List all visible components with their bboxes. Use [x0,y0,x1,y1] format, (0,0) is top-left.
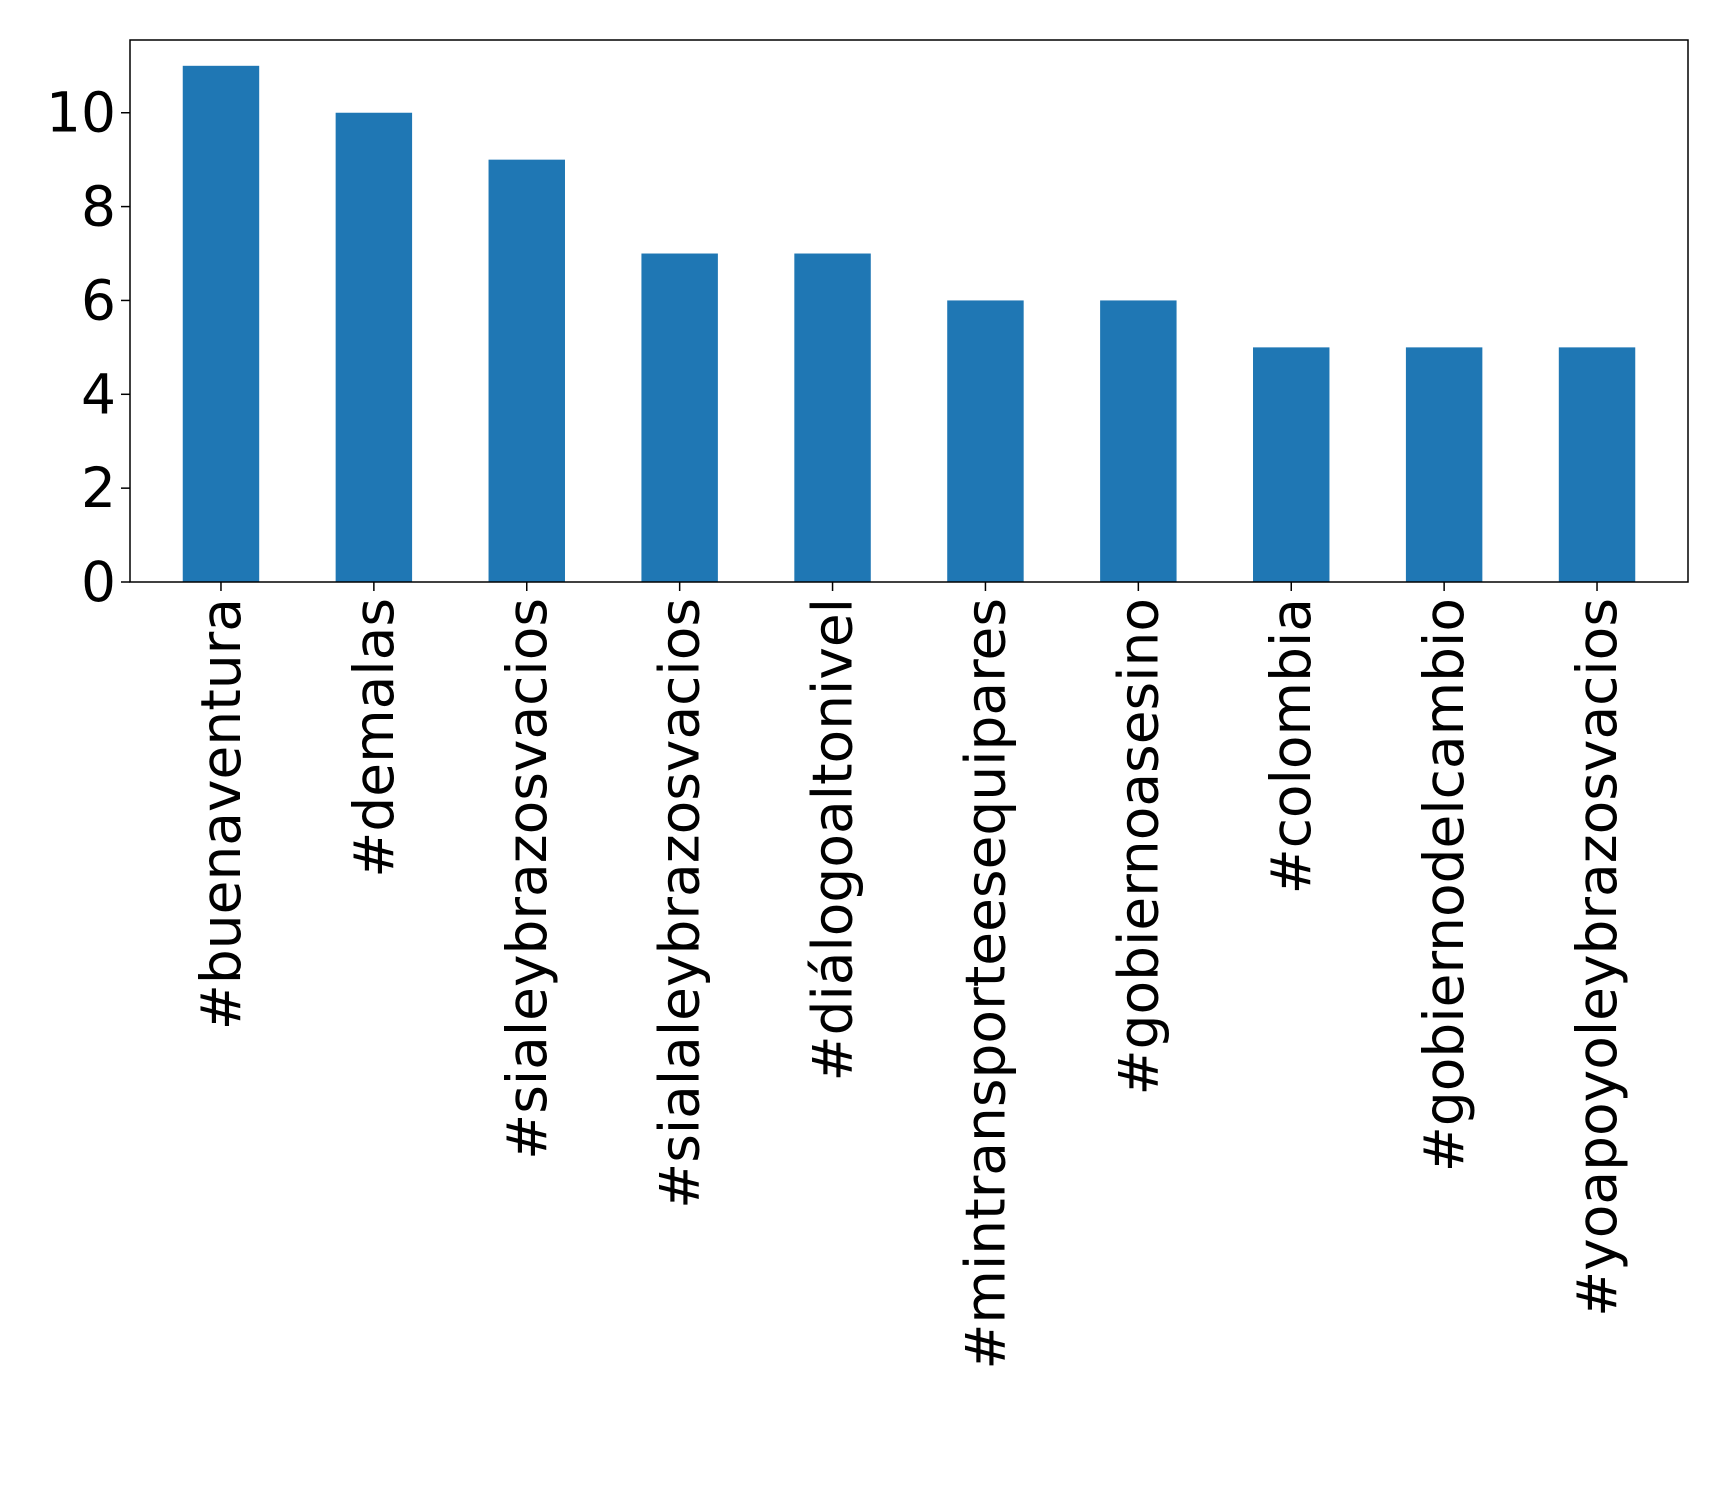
y-tick-label-4: 8 [81,175,116,239]
bar-5 [947,300,1024,582]
bar-9 [1558,347,1636,582]
plot-frame [129,39,1689,583]
bars-layer [182,65,1636,583]
bar-6 [1100,300,1177,582]
x-tick-label-8: #gobiernodelcambio [1412,598,1476,1172]
y-tick-label-3: 6 [81,268,116,332]
x-tick-label-2: #sialeybrazosvacios [495,598,559,1160]
x-tick-label-0: #buenaventura [189,598,253,1030]
x-tick-label-3: #sialaleybrazosvacios [648,598,712,1209]
x-axis: #buenaventura #demalas #sialeybrazosvacios… [189,582,1629,1370]
bar-7 [1253,347,1330,582]
bar-0 [182,65,260,582]
x-tick-label-6: #gobiernoasesino [1106,598,1170,1095]
bar-1 [335,112,413,583]
x-tick-label-1: #demalas [342,598,406,878]
y-tick-label-5: 10 [46,81,116,145]
y-tick-label-0: 0 [81,550,116,614]
y-tick-label-1: 2 [81,456,116,520]
bar-4 [794,253,871,582]
x-tick-label-7: #colombia [1259,598,1323,894]
y-tick-label-2: 4 [81,362,116,426]
x-tick-label-5: #mintransporteesequipares [953,598,1017,1370]
x-tick-label-9: #yoapoyoleybrazosvacios [1565,598,1629,1317]
x-tick-label-4: #diálogoaltonivel [801,598,865,1081]
bar-8 [1405,347,1483,582]
bar-3 [641,253,718,582]
bar-2 [488,159,565,582]
y-axis: 0 2 4 6 8 10 [46,81,130,614]
